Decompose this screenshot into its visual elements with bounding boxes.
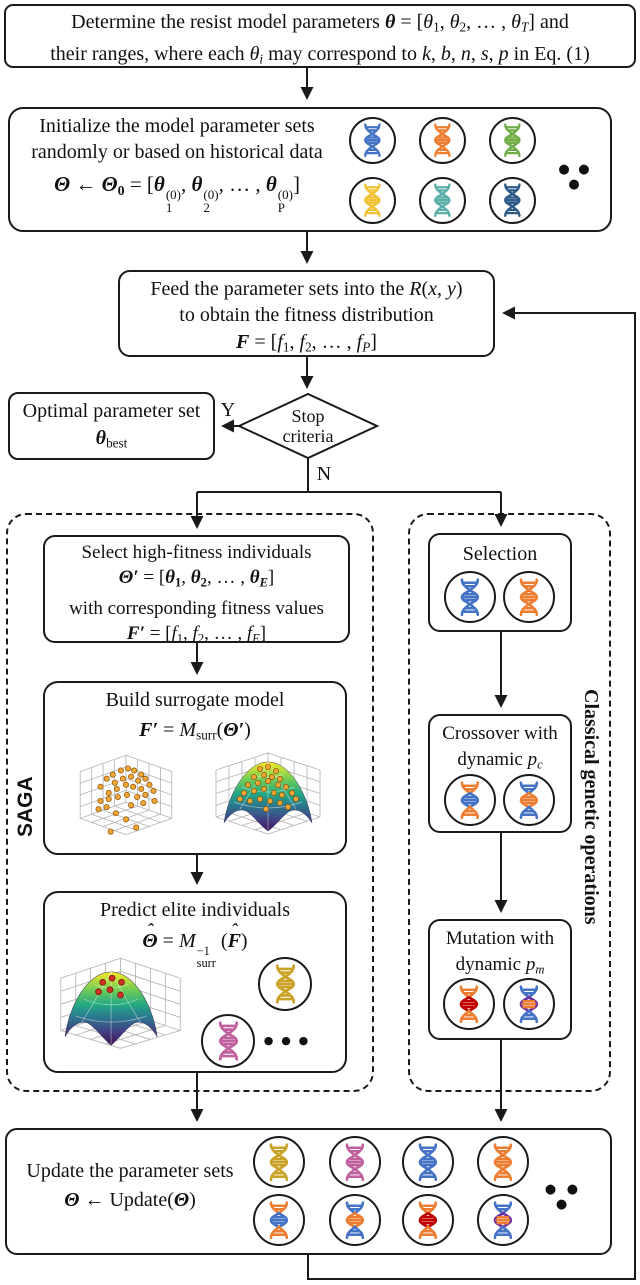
select-individuals-box <box>43 535 350 643</box>
initialize-text: Initialize the model parameter sets rand… <box>12 113 342 215</box>
mutation-line2: dynamic pm <box>455 954 545 977</box>
dna-individual <box>443 978 495 1030</box>
dna-individual <box>253 1194 305 1246</box>
initialize-line2: randomly or based on historical data <box>31 141 323 163</box>
mutation-text: Mutation with dynamic pm <box>428 926 572 983</box>
saga-label: SAGA <box>14 776 37 838</box>
select-formula2: F′ = [f1, f2, … , fE] <box>126 622 267 646</box>
dna-individual <box>329 1194 381 1246</box>
determine-line1: Determine the resist model parameters θ … <box>71 11 569 35</box>
dna-individual <box>201 1014 255 1068</box>
dna-individual <box>477 1136 529 1188</box>
crossover-text: Crossover with dynamic pc <box>428 721 572 778</box>
surface3d-illustration <box>208 746 328 848</box>
crossover-line2: dynamic pc <box>457 749 543 772</box>
initialize-formula: Θ ← Θ0 = [θ (0) 1, θ (0) 2, … , θ (0) P] <box>54 172 300 216</box>
decision-no-label: N <box>316 463 332 485</box>
dna-individual <box>489 177 536 224</box>
mutation-line1: Mutation with <box>445 928 555 949</box>
dna-individual <box>503 571 555 623</box>
dna-individual <box>402 1194 454 1246</box>
feed-formula: F = [f1, f2, … , fP] <box>236 331 377 355</box>
selection-title: Selection <box>462 543 538 565</box>
dna-individual <box>489 117 536 164</box>
optimal-line1: Optimal parameter set <box>22 400 201 422</box>
decision-line1: Stop <box>291 406 325 426</box>
select-line1: Select high-fitness individuals <box>81 542 312 563</box>
classical-operations-label: Classical genetic operations <box>580 689 602 925</box>
update-text: Update the parameter sets Θ ← Update(Θ) <box>14 1157 246 1215</box>
optimal-result-box <box>8 392 215 460</box>
determine-parameters-box <box>4 4 636 68</box>
initialize-ellipsis: ● ● ● <box>558 162 592 192</box>
dna-individual <box>258 957 312 1011</box>
dna-individual <box>253 1136 305 1188</box>
determine-parameters-text: Determine the resist model parameters θ … <box>8 9 632 72</box>
dna-individual <box>402 1136 454 1188</box>
crossover-line1: Crossover with <box>442 723 558 744</box>
predict-ellipsis: ● ● ● <box>263 1034 311 1047</box>
dna-individual <box>503 978 555 1030</box>
build-formula: F′ = Msurr(Θ′) <box>139 719 251 743</box>
optimal-result-text: Optimal parameter set θbest <box>8 398 215 457</box>
build-surrogate-box <box>43 681 347 855</box>
update-ellipsis: ● ● ● <box>544 1182 582 1212</box>
surface3d-predict-illustration <box>52 953 189 1063</box>
dna-individual <box>503 774 555 826</box>
decision-line2: criteria <box>282 426 334 446</box>
dna-individual <box>349 177 396 224</box>
build-line1: Build surrogate model <box>105 689 285 711</box>
dna-individual <box>349 117 396 164</box>
optimal-formula: θbest <box>95 427 128 451</box>
decision-yes-label: Y <box>220 399 236 421</box>
dna-individual <box>477 1194 529 1246</box>
update-formula: Θ ← Update(Θ) <box>64 1189 196 1211</box>
dna-individual <box>419 177 466 224</box>
feed-line2: to obtain the fitness distribution <box>179 304 434 326</box>
select-formula1: Θ′ = [θ1, θ2, … , θE] <box>118 567 275 590</box>
predict-line1: Predict elite individuals <box>100 899 290 921</box>
determine-line2: their ranges, where each θi may correspo… <box>50 42 590 67</box>
build-surrogate-text: Build surrogate model F′ = Msurr(Θ′) <box>43 687 347 752</box>
initialize-line1: Initialize the model parameter sets <box>39 115 315 137</box>
feed-fitness-text: Feed the parameter sets into the R(x, y)… <box>118 276 495 362</box>
dna-individual <box>444 774 496 826</box>
scatter3d-illustration <box>70 748 182 850</box>
update-line1: Update the parameter sets <box>26 1160 234 1182</box>
feed-line1: Feed the parameter sets into the R(x, y) <box>150 278 463 300</box>
decision-text: Stop criteria <box>239 406 377 446</box>
dna-individual <box>329 1136 381 1188</box>
select-individuals-text: Select high-fitness individuals Θ′ = [θ1… <box>43 540 350 651</box>
select-line3: with corresponding fitness values <box>69 597 324 619</box>
dna-individual <box>419 117 466 164</box>
dna-individual <box>444 571 496 623</box>
